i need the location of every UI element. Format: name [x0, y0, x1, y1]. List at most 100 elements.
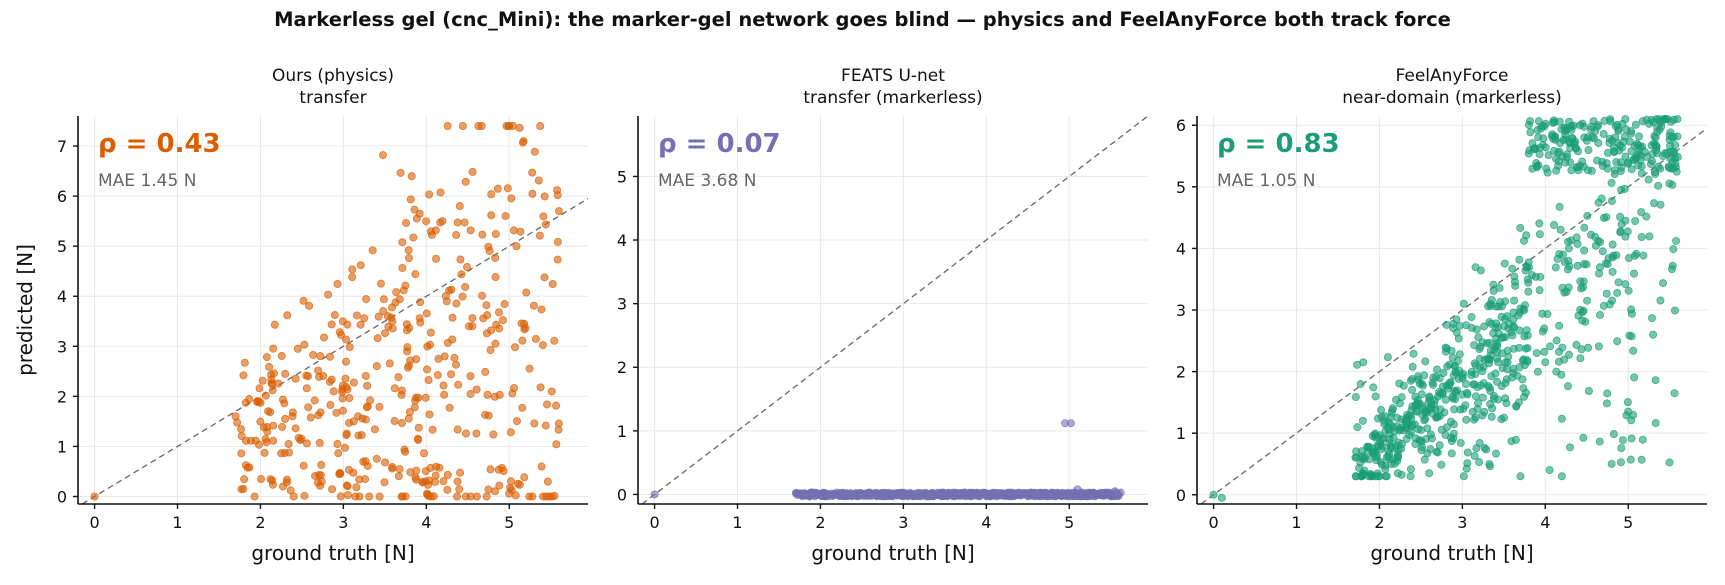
data-point	[1630, 251, 1639, 260]
data-point	[1599, 129, 1608, 138]
data-point	[338, 406, 347, 415]
data-point	[474, 122, 483, 131]
data-point	[800, 489, 809, 498]
data-point	[1627, 332, 1636, 341]
data-point	[1665, 458, 1674, 467]
data-point	[1610, 170, 1619, 179]
data-point	[1395, 379, 1404, 388]
data-point	[1637, 455, 1646, 464]
data-point	[491, 339, 500, 348]
data-point	[1536, 272, 1545, 281]
data-point	[1667, 265, 1676, 274]
data-point	[404, 254, 413, 263]
data-point	[231, 412, 240, 421]
data-point	[1385, 430, 1394, 439]
panel-title-line: transfer (markerless)	[803, 88, 982, 108]
data-point	[541, 421, 550, 430]
data-point	[1576, 121, 1585, 130]
data-point	[260, 448, 269, 457]
data-point	[867, 491, 876, 500]
y-tick-label: 2	[1176, 363, 1186, 382]
data-point	[510, 343, 519, 352]
data-point	[1552, 336, 1561, 345]
data-point	[1520, 392, 1529, 401]
data-point	[1447, 449, 1456, 458]
data-point	[506, 477, 515, 486]
x-tick-label: 2	[1374, 513, 1384, 532]
data-point	[540, 273, 549, 282]
data-point	[1594, 342, 1603, 351]
data-point	[1502, 399, 1511, 408]
data-point	[528, 189, 537, 198]
data-point	[266, 475, 275, 484]
data-point	[402, 320, 411, 329]
x-tick-label: 1	[172, 513, 182, 532]
data-point	[1587, 166, 1596, 175]
data-point	[269, 344, 278, 353]
data-point	[398, 238, 407, 247]
data-point	[450, 353, 459, 362]
data-point	[1406, 465, 1415, 474]
data-point	[1590, 134, 1599, 143]
data-point	[971, 489, 980, 498]
data-point	[1505, 319, 1514, 328]
y-tick-label: 6	[57, 187, 67, 206]
data-point	[432, 254, 441, 263]
data-point	[403, 347, 412, 356]
data-point	[378, 151, 387, 160]
data-point	[256, 417, 265, 426]
data-point	[530, 147, 539, 156]
data-point	[397, 419, 406, 428]
data-point	[327, 375, 336, 384]
data-point	[1475, 345, 1484, 354]
data-point	[1607, 178, 1616, 187]
data-point	[1474, 333, 1483, 342]
data-point	[1584, 146, 1593, 155]
x-tick-label: 0	[649, 513, 659, 532]
data-point	[412, 355, 421, 364]
panel-title-line: FeelAnyForce	[1396, 66, 1509, 86]
data-point	[1621, 232, 1630, 241]
data-point	[404, 246, 413, 255]
data-point	[335, 468, 344, 477]
data-point	[554, 425, 563, 434]
data-point	[336, 492, 345, 501]
data-point	[516, 227, 525, 236]
data-point	[328, 485, 337, 494]
data-point	[448, 335, 457, 344]
data-point	[1557, 370, 1566, 379]
data-point	[1551, 263, 1560, 272]
data-point	[261, 435, 270, 444]
data-point	[1627, 165, 1636, 174]
data-point	[285, 448, 294, 457]
data-point	[1637, 169, 1646, 178]
x-tick-label: 4	[421, 513, 431, 532]
data-point	[1554, 161, 1563, 170]
data-point	[1408, 385, 1417, 394]
data-point	[439, 477, 448, 486]
data-point	[484, 242, 493, 251]
data-point	[333, 440, 342, 449]
data-point	[945, 489, 954, 498]
data-point	[405, 408, 414, 417]
data-point	[487, 190, 496, 199]
data-point	[1442, 320, 1451, 329]
data-point	[1538, 140, 1547, 149]
data-point	[385, 359, 394, 368]
identity-line	[641, 115, 1149, 505]
data-point	[342, 357, 351, 366]
data-point	[253, 398, 262, 407]
data-point	[1363, 442, 1372, 451]
x-axis-label: ground truth [N]	[251, 541, 414, 565]
data-point	[239, 371, 248, 380]
data-point	[1470, 341, 1479, 350]
y-tick-label: 2	[617, 358, 627, 377]
data-point	[1450, 387, 1459, 396]
data-point	[1584, 387, 1593, 396]
data-point	[1642, 212, 1651, 221]
data-point	[507, 194, 516, 203]
data-point	[1630, 373, 1639, 382]
data-point	[512, 242, 521, 251]
data-point	[468, 322, 477, 331]
x-tick-label: 5	[504, 513, 514, 532]
